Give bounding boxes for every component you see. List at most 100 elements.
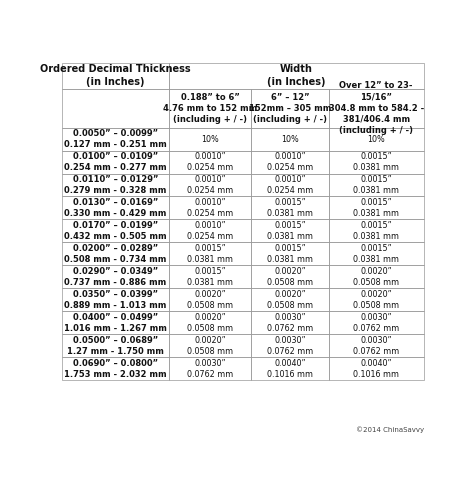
- Bar: [328, 219, 424, 242]
- Text: 0.0010”
0.0254 mm: 0.0010” 0.0254 mm: [187, 198, 233, 218]
- Text: 0.0170” – 0.0199”
0.432 mm - 0.505 mm: 0.0170” – 0.0199” 0.432 mm - 0.505 mm: [64, 221, 167, 241]
- Bar: [251, 89, 328, 128]
- Bar: [62, 357, 169, 380]
- Bar: [62, 89, 169, 128]
- Bar: [251, 89, 328, 128]
- Bar: [251, 219, 328, 242]
- Bar: [62, 311, 169, 334]
- Bar: [62, 151, 169, 174]
- Text: 0.0130” – 0.0169”
0.330 mm - 0.429 mm: 0.0130” – 0.0169” 0.330 mm - 0.429 mm: [64, 198, 167, 218]
- Bar: [328, 242, 424, 265]
- Bar: [251, 311, 328, 334]
- Bar: [62, 242, 169, 265]
- Bar: [169, 174, 251, 197]
- Text: 0.0100” – 0.0109”
0.254 mm - 0.277 mm: 0.0100” – 0.0109” 0.254 mm - 0.277 mm: [64, 152, 167, 172]
- Text: 6” – 12”
152mm – 305 mm
(including + / -): 6” – 12” 152mm – 305 mm (including + / -…: [249, 92, 331, 124]
- Bar: [251, 174, 328, 197]
- Bar: [169, 311, 251, 334]
- Bar: [62, 219, 169, 242]
- Bar: [169, 197, 251, 219]
- Text: 0.0020”
0.0508 mm: 0.0020” 0.0508 mm: [353, 267, 399, 287]
- Bar: [62, 128, 169, 151]
- Text: 0.0015”
0.0381 mm: 0.0015” 0.0381 mm: [353, 221, 399, 241]
- Bar: [251, 288, 328, 311]
- Text: 0.0030”
0.0762 mm: 0.0030” 0.0762 mm: [267, 313, 313, 333]
- Text: 0.0010”
0.0254 mm: 0.0010” 0.0254 mm: [187, 221, 233, 241]
- Bar: [328, 219, 424, 242]
- Bar: [62, 311, 169, 334]
- Bar: [169, 242, 251, 265]
- Bar: [169, 151, 251, 174]
- Text: 0.0010”
0.0254 mm: 0.0010” 0.0254 mm: [267, 152, 313, 172]
- Bar: [251, 128, 328, 151]
- Text: 0.0290” – 0.0349”
0.737 mm - 0.886 mm: 0.0290” – 0.0349” 0.737 mm - 0.886 mm: [64, 267, 167, 287]
- Bar: [169, 62, 424, 89]
- Bar: [62, 89, 169, 128]
- Text: 0.0020”
0.0508 mm: 0.0020” 0.0508 mm: [267, 267, 313, 287]
- Bar: [169, 334, 251, 357]
- Text: 0.0020”
0.0508 mm: 0.0020” 0.0508 mm: [267, 290, 313, 310]
- Bar: [169, 288, 251, 311]
- Bar: [169, 197, 251, 219]
- Bar: [328, 311, 424, 334]
- Bar: [328, 265, 424, 288]
- Bar: [169, 62, 424, 89]
- Bar: [62, 357, 169, 380]
- Text: 10%: 10%: [201, 135, 219, 144]
- Text: 0.0015”
0.0381 mm: 0.0015” 0.0381 mm: [267, 244, 313, 264]
- Bar: [169, 174, 251, 197]
- Text: ©2014 ChinaSavvy: ©2014 ChinaSavvy: [356, 426, 424, 433]
- Bar: [169, 151, 251, 174]
- Bar: [251, 174, 328, 197]
- Bar: [328, 89, 424, 128]
- Bar: [328, 311, 424, 334]
- Bar: [62, 288, 169, 311]
- Text: 0.0400” – 0.0499”
1.016 mm - 1.267 mm: 0.0400” – 0.0499” 1.016 mm - 1.267 mm: [64, 313, 167, 333]
- Bar: [169, 89, 251, 128]
- Bar: [328, 334, 424, 357]
- Bar: [62, 197, 169, 219]
- Text: 0.0015”
0.0381 mm: 0.0015” 0.0381 mm: [353, 175, 399, 195]
- Text: 0.0050” – 0.0099”
0.127 mm - 0.251 mm: 0.0050” – 0.0099” 0.127 mm - 0.251 mm: [64, 129, 167, 149]
- Text: 0.0030”
0.0762 mm: 0.0030” 0.0762 mm: [187, 359, 233, 378]
- Text: 0.0020”
0.0508 mm: 0.0020” 0.0508 mm: [187, 290, 233, 310]
- Text: 0.0015”
0.0381 mm: 0.0015” 0.0381 mm: [353, 152, 399, 172]
- Bar: [328, 197, 424, 219]
- Bar: [328, 128, 424, 151]
- Bar: [251, 357, 328, 380]
- Bar: [62, 174, 169, 197]
- Text: 0.0015”
0.0381 mm: 0.0015” 0.0381 mm: [353, 244, 399, 264]
- Bar: [328, 288, 424, 311]
- Text: 0.0200” – 0.0289”
0.508 mm - 0.734 mm: 0.0200” – 0.0289” 0.508 mm - 0.734 mm: [64, 244, 167, 264]
- Text: 0.0690” – 0.0800”
1.753 mm - 2.032 mm: 0.0690” – 0.0800” 1.753 mm - 2.032 mm: [64, 359, 167, 378]
- Text: 0.0110” – 0.0129”
0.279 mm - 0.328 mm: 0.0110” – 0.0129” 0.279 mm - 0.328 mm: [64, 175, 167, 195]
- Text: 0.0020”
0.0508 mm: 0.0020” 0.0508 mm: [187, 313, 233, 333]
- Bar: [251, 265, 328, 288]
- Text: 0.0015”
0.0381 mm: 0.0015” 0.0381 mm: [187, 267, 233, 287]
- Bar: [62, 265, 169, 288]
- Bar: [251, 242, 328, 265]
- Bar: [169, 357, 251, 380]
- Text: 0.0015”
0.0381 mm: 0.0015” 0.0381 mm: [267, 198, 313, 218]
- Bar: [251, 311, 328, 334]
- Bar: [169, 265, 251, 288]
- Bar: [62, 62, 169, 89]
- Text: Over 12” to 23-
15/16”
304.8 mm to 584.2 -
381/406.4 mm
(including + / -): Over 12” to 23- 15/16” 304.8 mm to 584.2…: [328, 81, 424, 135]
- Bar: [251, 357, 328, 380]
- Text: Width
(in Inches): Width (in Inches): [267, 64, 326, 87]
- Bar: [62, 265, 169, 288]
- Bar: [251, 288, 328, 311]
- Bar: [251, 151, 328, 174]
- Text: 0.0010”
0.0254 mm: 0.0010” 0.0254 mm: [187, 175, 233, 195]
- Bar: [328, 334, 424, 357]
- Text: 0.0040”
0.1016 mm: 0.0040” 0.1016 mm: [353, 359, 399, 378]
- Bar: [62, 151, 169, 174]
- Bar: [251, 128, 328, 151]
- Text: 0.0020”
0.0508 mm: 0.0020” 0.0508 mm: [187, 335, 233, 356]
- Text: 0.0015”
0.0381 mm: 0.0015” 0.0381 mm: [267, 221, 313, 241]
- Bar: [251, 197, 328, 219]
- Bar: [328, 89, 424, 128]
- Bar: [62, 219, 169, 242]
- Bar: [251, 242, 328, 265]
- Bar: [62, 242, 169, 265]
